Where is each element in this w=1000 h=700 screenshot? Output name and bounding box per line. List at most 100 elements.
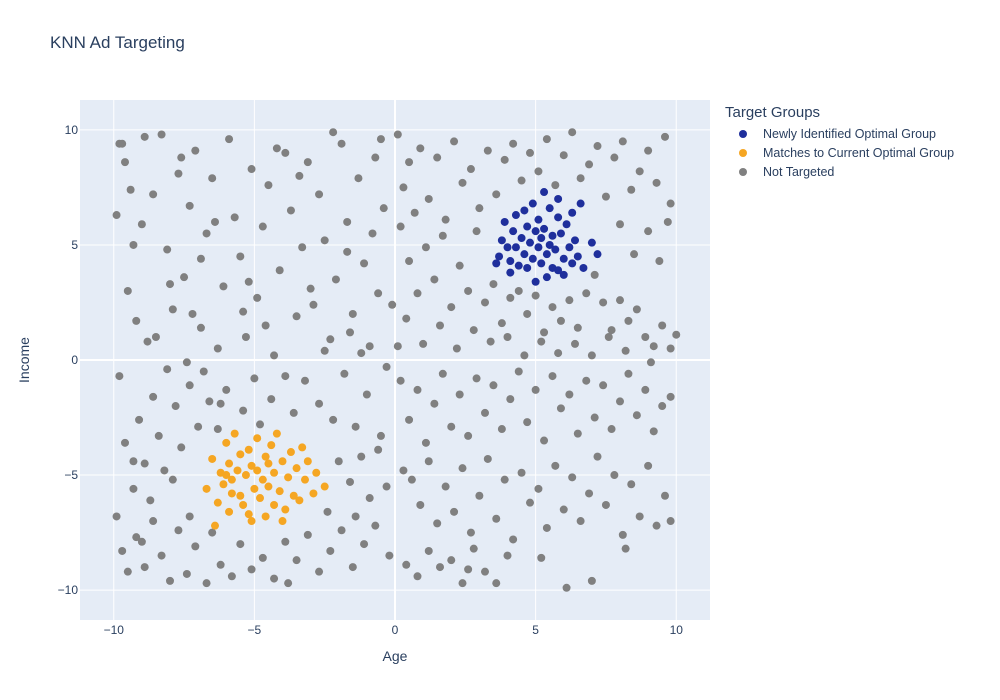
matches-current-point [258,475,267,484]
matches-current-point [250,484,259,493]
not-targeted-point [376,431,385,440]
matches-current-point [284,473,293,482]
not-targeted-point [413,289,422,298]
not-targeted-point [635,167,644,176]
matches-current-point [281,505,290,514]
not-targeted-point [531,291,540,300]
not-targeted-point [177,443,186,452]
not-targeted-point [618,530,627,539]
matches-current-point [286,448,295,457]
not-targeted-point [292,312,301,321]
legend-item-newly-identified[interactable]: Newly Identified Optimal Group [725,124,954,143]
not-targeted-point [225,135,234,144]
matches-current-point [253,434,262,443]
not-targeted-point [571,339,579,348]
matches-current-point [264,482,273,491]
not-targeted-point [410,208,419,217]
newly-identified-point [503,243,512,252]
not-targeted-point [247,165,256,174]
not-targeted-point [326,335,335,344]
not-targeted-point [166,280,174,289]
not-targeted-point [230,213,239,222]
not-targeted-point [489,381,498,390]
not-targeted-point [256,420,264,429]
not-targeted-point [483,454,492,463]
not-targeted-point [337,526,346,535]
not-targeted-point [205,397,214,406]
not-targeted-point [509,139,518,148]
not-targeted-point [326,546,335,555]
not-targeted-point [315,190,324,199]
not-targeted-point [118,546,127,555]
newly-identified-point [500,217,509,226]
legend-item-matches-current[interactable]: Matches to Current Optimal Group [725,143,954,162]
not-targeted-point [517,468,526,477]
not-targeted-point [464,565,473,574]
not-targeted-point [436,321,444,330]
not-targeted-point [604,332,613,341]
newly-identified-point [554,213,563,222]
y-tick-label: −5 [64,468,78,482]
not-targeted-point [295,171,304,180]
not-targeted-point [666,392,675,401]
not-targeted-point [163,365,172,374]
not-targeted-point [157,130,166,139]
not-targeted-point [393,130,402,139]
not-targeted-point [320,346,329,355]
not-targeted-point [143,337,152,346]
not-targeted-point [610,471,619,480]
newly-identified-point [556,229,565,238]
matches-current-point [298,443,307,452]
not-targeted-point [616,296,624,305]
not-targeted-point [587,576,596,585]
not-targeted-point [627,185,636,194]
matches-current-point [278,457,287,466]
not-targeted-point [376,135,385,144]
not-targeted-point [593,452,602,461]
not-targeted-point [171,402,180,411]
not-targeted-point [559,505,568,514]
not-targeted-point [196,254,205,263]
newly-identified-point [523,263,532,272]
matches-current-point [253,466,262,475]
not-targeted-point [520,351,529,360]
not-targeted-point [441,215,450,224]
not-targeted-point [576,517,585,526]
not-targeted-point [351,422,360,431]
matches-current-point [320,482,329,491]
not-targeted-point [346,328,354,337]
not-targeted-point [343,247,352,256]
newly-identified-point [528,199,537,208]
not-targeted-point [585,489,594,498]
not-targeted-point [402,560,411,569]
not-targeted-point [618,137,627,146]
not-targeted-point [641,332,650,341]
newly-identified-point [568,208,577,217]
not-targeted-point [475,491,484,500]
legend: Target Groups Newly Identified Optimal G… [725,104,954,181]
not-targeted-point [503,332,512,341]
not-targeted-point [601,500,610,509]
not-targeted-point [548,303,557,312]
not-targeted-point [137,537,146,546]
newly-identified-point [523,222,532,231]
not-targeted-point [514,367,523,376]
not-targeted-point [554,349,563,358]
not-targeted-point [537,337,546,346]
not-targeted-point [405,415,414,424]
not-targeted-point [132,533,141,542]
legend-item-not-targeted[interactable]: Not Targeted [725,162,954,181]
not-targeted-point [407,475,416,484]
not-targeted-point [157,551,166,560]
x-tick-label: 5 [532,623,539,637]
newly-identified-point [545,204,554,213]
newly-identified-point [542,273,551,282]
not-targeted-point [458,464,467,473]
not-targeted-point [382,362,391,371]
not-targeted-point [652,178,661,187]
not-targeted-point [323,507,332,516]
not-targeted-point [436,563,444,572]
not-targeted-point [624,316,633,325]
not-targeted-point [666,344,675,353]
matches-current-point [292,464,301,473]
